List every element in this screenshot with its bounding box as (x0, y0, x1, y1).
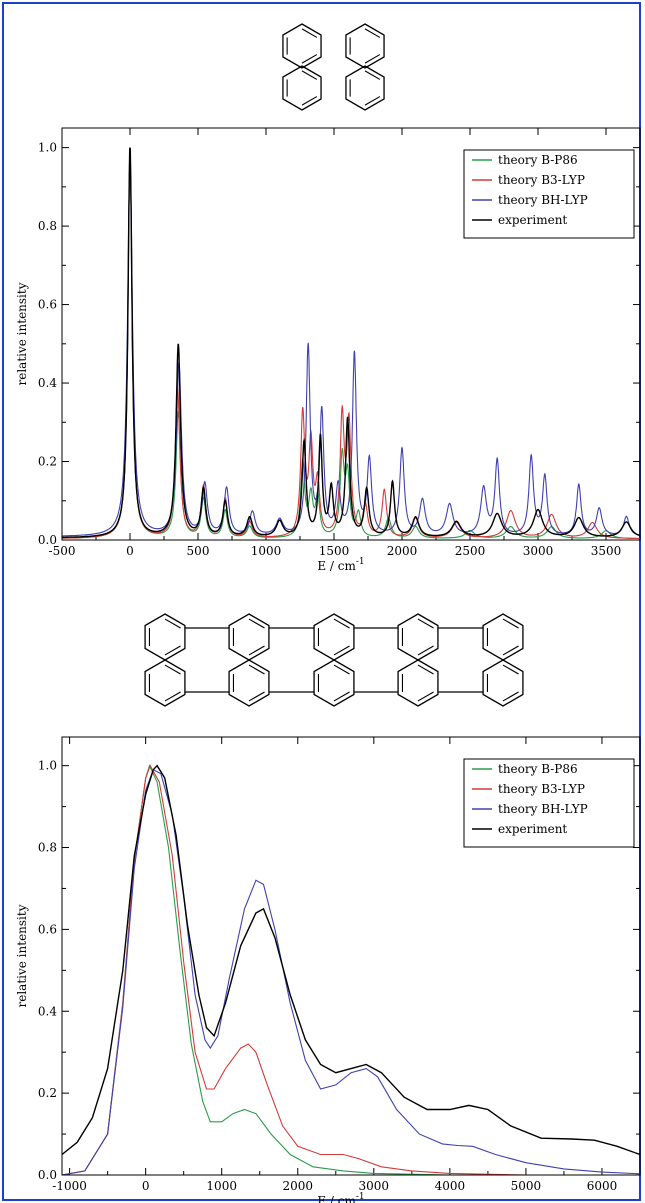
aromatic-ring (483, 614, 523, 660)
legend-entry: theory B3-LYP (498, 173, 585, 187)
aromatic-ring (145, 614, 185, 660)
aromatic-ring (346, 24, 384, 68)
chart-2-y-axis-label: relative intensity (15, 904, 29, 1007)
aromatic-ring-double-bond (365, 97, 380, 106)
aromatic-ring (314, 660, 354, 706)
y-tick-label: 0.2 (38, 455, 57, 469)
y-tick-label: 0.8 (38, 841, 57, 855)
x-tick-label: 2000 (387, 544, 418, 558)
y-tick-label: 0.4 (38, 1004, 57, 1018)
y-tick-label: 0.6 (38, 922, 57, 936)
aromatic-ring-double-bond (418, 646, 434, 655)
aromatic-ring-double-bond (503, 619, 519, 628)
chart-1-legend: theory B-P86 theory B3-LYP theory BH-LYP ex… (464, 150, 634, 238)
quinquerylene-structure-drawing (145, 614, 523, 706)
aromatic-ring-double-bond (249, 646, 265, 655)
aromatic-ring-double-bond (365, 55, 380, 64)
aromatic-ring (483, 660, 523, 706)
aromatic-ring-double-bond (334, 692, 350, 701)
aromatic-ring-double-bond (365, 71, 380, 80)
legend-entry: experiment (498, 213, 567, 227)
aromatic-ring-double-bond (165, 665, 181, 674)
aromatic-ring-double-bond (503, 646, 519, 655)
aromatic-ring (283, 24, 321, 68)
aromatic-ring-double-bond (334, 665, 350, 674)
x-tick-label: -1000 (52, 1179, 87, 1193)
aromatic-ring-double-bond (302, 97, 317, 106)
legend-entry: theory BH-LYP (498, 193, 588, 207)
legend-entry: theory B-P86 (498, 762, 578, 776)
x-tick-label: 2500 (455, 544, 486, 558)
chart-1-x-axis-label: E / cm-1 (317, 557, 364, 573)
x-tick-label: 5000 (511, 1179, 542, 1193)
legend-entry: theory BH-LYP (498, 802, 588, 816)
aromatic-ring-double-bond (249, 665, 265, 674)
legend-entry: experiment (498, 822, 567, 836)
spectrum-chart-1: -50005001000150020002500300035000.00.20.… (15, 128, 640, 573)
y-tick-label: 0.0 (38, 533, 57, 547)
aromatic-ring-double-bond (503, 665, 519, 674)
x-tick-label: 1000 (251, 544, 282, 558)
aromatic-ring-double-bond (503, 692, 519, 701)
aromatic-ring-double-bond (249, 692, 265, 701)
aromatic-ring (346, 66, 384, 110)
aromatic-ring-double-bond (334, 619, 350, 628)
aromatic-ring-double-bond (418, 619, 434, 628)
x-tick-label: 0 (142, 1179, 150, 1193)
aromatic-ring-double-bond (249, 619, 265, 628)
y-tick-label: 1.0 (38, 141, 57, 155)
x-tick-label: 3000 (359, 1179, 390, 1193)
y-tick-label: 1.0 (38, 759, 57, 773)
y-tick-label: 0.4 (38, 376, 57, 390)
x-tick-label: 3000 (523, 544, 554, 558)
x-tick-label: 1500 (319, 544, 350, 558)
aromatic-ring-double-bond (165, 646, 181, 655)
aromatic-ring-double-bond (418, 692, 434, 701)
x-tick-label: 6000 (587, 1179, 618, 1193)
aromatic-ring-double-bond (165, 692, 181, 701)
perylene-structure-drawing (283, 24, 384, 110)
y-tick-label: 0.2 (38, 1086, 57, 1100)
x-tick-label: 500 (187, 544, 210, 558)
y-tick-label: 0.0 (38, 1168, 57, 1182)
aromatic-ring (229, 614, 269, 660)
aromatic-ring (398, 660, 438, 706)
aromatic-ring-double-bond (418, 665, 434, 674)
spectrum-chart-2: -1000 0 1000 2000 3000 4000 5000 6000 0.0 0.2 0.4 0… (15, 737, 640, 1203)
aromatic-ring-double-bond (302, 71, 317, 80)
aromatic-ring-double-bond (165, 619, 181, 628)
chart-1-y-axis-label: relative intensity (15, 282, 29, 385)
legend-entry: theory B-P86 (498, 153, 578, 167)
aromatic-ring-double-bond (302, 55, 317, 64)
aromatic-ring (398, 614, 438, 660)
aromatic-ring (229, 660, 269, 706)
chart-2-legend: theory B-P86 theory B3-LYP theory BH-LYP ex… (464, 759, 634, 847)
aromatic-ring-double-bond (302, 29, 317, 38)
aromatic-ring-double-bond (365, 29, 380, 38)
x-tick-label: 1000 (206, 1179, 237, 1193)
x-tick-label: 0 (126, 544, 134, 558)
y-tick-label: 0.6 (38, 298, 57, 312)
legend-entry: theory B3-LYP (498, 782, 585, 796)
x-tick-label: 2000 (282, 1179, 313, 1193)
aromatic-ring (145, 660, 185, 706)
chart-2-x-axis-label: E / cm-1 (317, 1192, 364, 1203)
x-tick-label: 4000 (435, 1179, 466, 1193)
aromatic-ring (314, 614, 354, 660)
y-tick-label: 0.8 (38, 219, 57, 233)
x-tick-label: 3500 (591, 544, 622, 558)
aromatic-ring-double-bond (334, 646, 350, 655)
aromatic-ring (283, 66, 321, 110)
